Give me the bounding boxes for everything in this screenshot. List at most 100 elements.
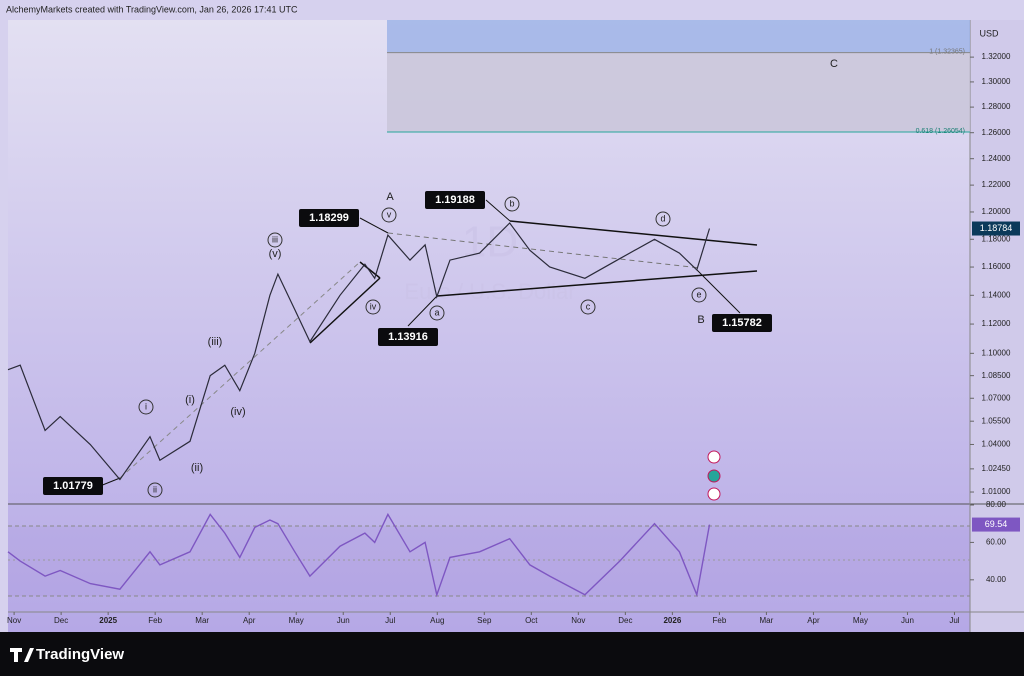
- connector: [485, 199, 511, 222]
- wave-circle: [365, 299, 381, 315]
- last-value-label: 69.54: [985, 519, 1008, 529]
- y-tick-label: 1.07000: [982, 393, 1011, 402]
- connector: [359, 217, 389, 234]
- footer: TradingView: [36, 646, 124, 663]
- fib-label: 1 (1.32365): [929, 48, 965, 55]
- wave-label: i: [145, 401, 147, 411]
- y-tick-label: 1.10000: [982, 348, 1011, 357]
- wave-label: c: [586, 301, 591, 311]
- wave-label: e: [696, 289, 701, 299]
- y-tick-label: 1.16000: [982, 262, 1011, 271]
- y-tick-label: 1.12000: [982, 319, 1011, 328]
- drawings: [99, 199, 758, 501]
- y-tick-label: 40.00: [986, 575, 1007, 584]
- y-tick-label: 1.24000: [982, 154, 1011, 163]
- last-value-label: 1.18784: [980, 223, 1013, 233]
- connector: [696, 269, 741, 314]
- price-callout: [299, 209, 359, 227]
- wave-circle: [429, 305, 445, 321]
- wave-label: B: [697, 314, 704, 326]
- dashed-line: [387, 232, 701, 269]
- price-callout: [425, 191, 485, 209]
- y-tick-label: 1.08500: [982, 371, 1011, 380]
- wave-circle: [381, 207, 397, 223]
- wave-label: b: [509, 198, 514, 208]
- icon: [707, 487, 721, 501]
- x-tick-label: Jun: [337, 616, 350, 625]
- wave-label: iv: [370, 301, 377, 311]
- x-tick-label: Oct: [525, 616, 538, 625]
- x-tick-label: Nov: [7, 616, 21, 625]
- x-tick-label: Apr: [243, 616, 256, 625]
- x-tick-label: 2026: [663, 616, 681, 625]
- y-tick-label: 1.32000: [982, 52, 1011, 61]
- wave-circle: [580, 299, 596, 315]
- target-zone: [387, 52, 970, 133]
- trendline: [436, 270, 758, 297]
- wave-label: C: [830, 58, 838, 70]
- x-tick-label: May: [853, 616, 868, 625]
- y-tick-label: 1.18000: [982, 234, 1011, 243]
- x-tick-label: Nov: [571, 616, 585, 625]
- callout-label: 1.01779: [53, 480, 93, 492]
- callout-label: 1.19188: [435, 194, 475, 206]
- logo: [10, 648, 34, 662]
- x-tick-label: Jul: [949, 616, 959, 625]
- price-callout: [378, 328, 438, 346]
- price-line: [7, 512, 711, 598]
- wave-label: iii: [272, 234, 278, 244]
- y-tick-label: 1.04000: [982, 440, 1011, 449]
- icon: [707, 450, 721, 464]
- wave-circle: [691, 287, 707, 303]
- wave-circle: [504, 196, 520, 212]
- wave-label: a: [434, 307, 439, 317]
- wave-label: (i): [185, 394, 195, 406]
- wave-label: (iv): [230, 406, 245, 418]
- x-tick-label: Jun: [901, 616, 914, 625]
- y-tick-label: 1.30000: [982, 77, 1011, 86]
- target-zone-top: [387, 20, 970, 53]
- footer-bar: [0, 632, 1024, 676]
- wave-circle: [655, 211, 671, 227]
- x-tick-label: Aug: [430, 616, 444, 625]
- rsi-band: [8, 526, 970, 596]
- x-tick-label: Dec: [54, 616, 68, 625]
- y-tick-label: 1.01000: [982, 487, 1011, 496]
- callout-label: 1.15782: [722, 317, 762, 329]
- wave-label: ii: [153, 484, 157, 494]
- wave-label: d: [660, 213, 665, 223]
- price-callout: [43, 477, 103, 495]
- price-callout: [712, 314, 772, 332]
- x-tick-label: Feb: [148, 616, 162, 625]
- connector: [407, 295, 438, 327]
- icon: [707, 469, 721, 483]
- callout-label: 1.13916: [388, 331, 428, 343]
- price-line: [7, 222, 711, 481]
- wave-label: v: [387, 209, 392, 219]
- x-tick-label: Mar: [195, 616, 209, 625]
- wave-label: (ii): [191, 462, 203, 474]
- y-tick-label: 1.28000: [982, 102, 1011, 111]
- trendline: [509, 220, 758, 246]
- last-value-tag: [972, 517, 1020, 532]
- callout-label: 1.18299: [309, 212, 349, 224]
- y-tick-label: 1.05500: [982, 416, 1011, 425]
- wave-label: A: [386, 191, 394, 203]
- wedge-line: [359, 261, 381, 279]
- wave-label: (iii): [208, 336, 223, 348]
- fib-label: 0.618 (1.26054): [916, 128, 965, 135]
- y-tick-label: 1.20000: [982, 207, 1011, 216]
- wedge-line: [309, 277, 381, 344]
- wave-circle: [138, 399, 154, 415]
- x-tick-label: Dec: [618, 616, 632, 625]
- wave-label: (v): [269, 248, 282, 260]
- x-tick-label: Mar: [760, 616, 774, 625]
- y-tick-label: 60.00: [986, 538, 1007, 547]
- wave-circle: [267, 232, 283, 248]
- header: AlchemyMarkets created with TradingView.…: [6, 4, 298, 14]
- y-tick-label: 1.14000: [982, 290, 1011, 299]
- last-value-tag: [972, 221, 1020, 236]
- y-tick-label: 1.22000: [982, 180, 1011, 189]
- wave-circle: [147, 482, 163, 498]
